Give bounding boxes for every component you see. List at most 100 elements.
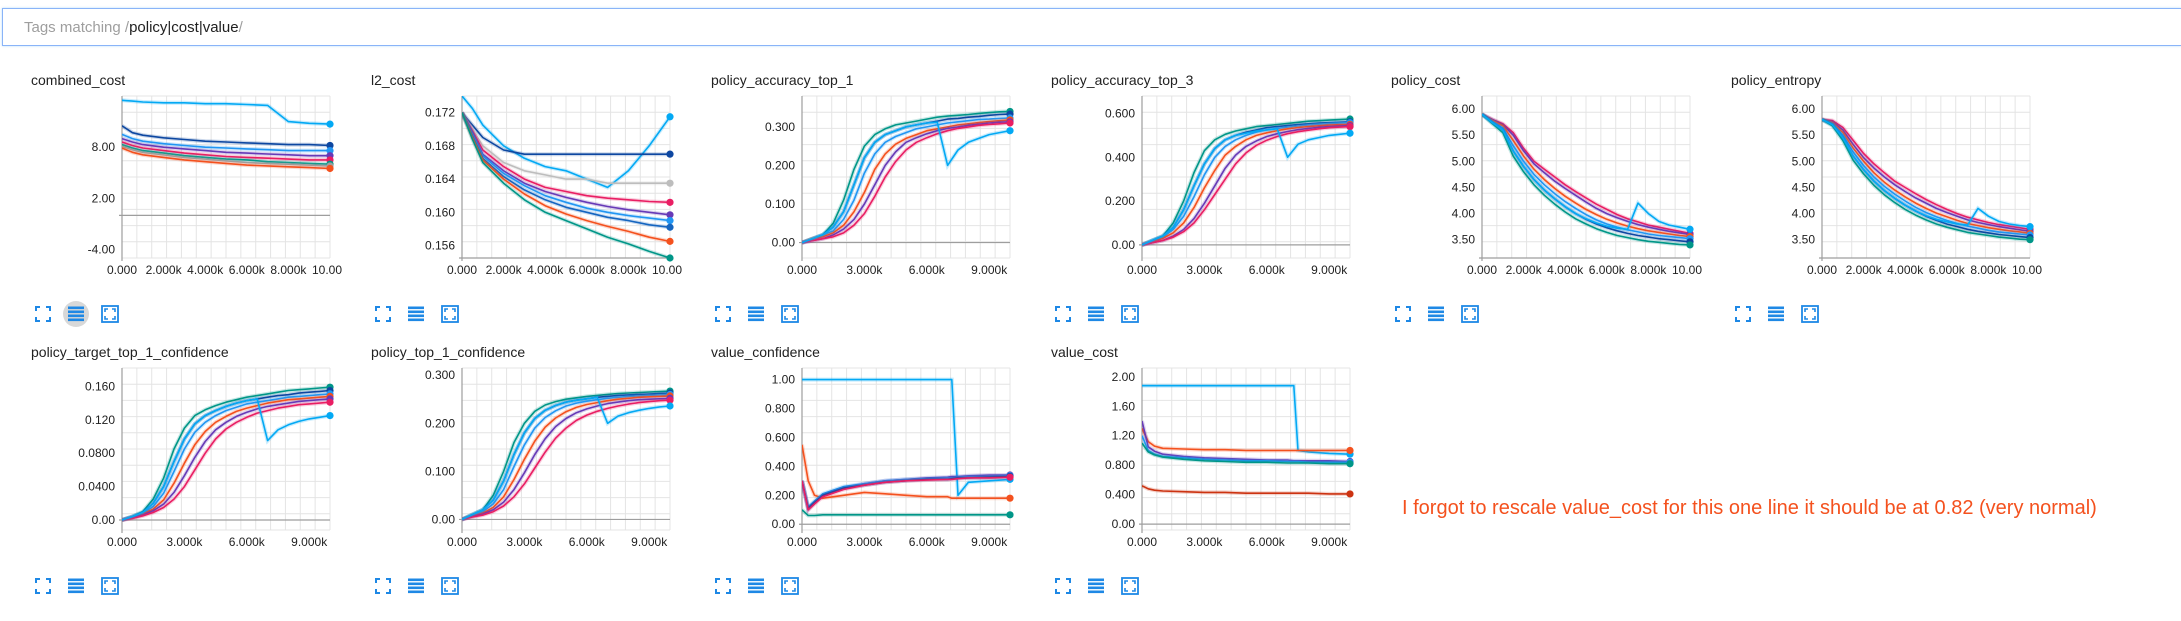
expand-chart-button[interactable] — [1117, 573, 1143, 599]
series-line[interactable] — [802, 121, 1010, 244]
series-end-point[interactable] — [326, 398, 334, 406]
series-line[interactable] — [1822, 118, 2030, 228]
series-line[interactable] — [462, 112, 670, 222]
series-end-point[interactable] — [1006, 494, 1014, 502]
series-end-point[interactable] — [326, 141, 334, 150]
series-end-point[interactable] — [1346, 460, 1354, 468]
series-end-point[interactable] — [666, 223, 674, 231]
expand-chart-button[interactable] — [97, 573, 123, 599]
fit-to-domain-button[interactable] — [30, 301, 56, 327]
expand-chart-button[interactable] — [97, 301, 123, 327]
log-scale-button[interactable] — [1763, 301, 1789, 327]
series-line[interactable] — [1822, 118, 2030, 236]
series-line[interactable] — [1482, 113, 1690, 238]
series-line[interactable] — [462, 112, 670, 258]
series-line[interactable] — [122, 125, 330, 147]
series-end-point[interactable] — [666, 217, 674, 225]
log-scale-button[interactable] — [743, 573, 769, 599]
fit-to-domain-button[interactable] — [30, 573, 56, 599]
series-line[interactable] — [1822, 118, 2030, 231]
log-scale-button[interactable] — [1083, 573, 1109, 599]
expand-chart-button[interactable] — [1457, 301, 1483, 327]
series-line[interactable] — [802, 509, 1010, 517]
series-end-point[interactable] — [1006, 511, 1014, 519]
series-line[interactable] — [462, 396, 670, 521]
series-line[interactable] — [1482, 113, 1690, 246]
series-line[interactable] — [1482, 113, 1690, 240]
log-scale-button[interactable] — [403, 301, 429, 327]
fit-to-domain-button[interactable] — [1730, 301, 1756, 327]
series-line[interactable] — [1142, 125, 1350, 246]
series-line[interactable] — [462, 112, 670, 243]
series-line[interactable] — [1822, 118, 2030, 241]
series-line[interactable] — [1142, 485, 1350, 495]
series-line[interactable] — [462, 395, 670, 521]
expand-chart-button[interactable] — [1117, 301, 1143, 327]
series-line[interactable] — [1142, 118, 1350, 246]
fit-to-domain-button[interactable] — [370, 301, 396, 327]
series-line[interactable] — [122, 395, 330, 521]
log-scale-button[interactable] — [743, 301, 769, 327]
series-line[interactable] — [462, 112, 670, 155]
series-end-point[interactable] — [326, 146, 334, 155]
series-line[interactable] — [122, 398, 330, 521]
series-end-point[interactable] — [666, 150, 674, 158]
fit-to-domain-button[interactable] — [710, 301, 736, 327]
series-line[interactable] — [802, 444, 1010, 499]
series-line[interactable] — [462, 96, 670, 189]
series-line[interactable] — [462, 390, 670, 521]
series-end-point[interactable] — [666, 211, 674, 219]
series-line[interactable] — [1482, 113, 1690, 235]
log-scale-button[interactable] — [1423, 301, 1449, 327]
series-end-point[interactable] — [326, 120, 334, 128]
series-end-point[interactable] — [1006, 473, 1014, 481]
series-line[interactable] — [802, 122, 1010, 244]
fit-to-domain-button[interactable] — [710, 573, 736, 599]
series-line[interactable] — [1482, 113, 1690, 231]
series-line[interactable] — [122, 133, 330, 152]
series-end-point[interactable] — [666, 254, 674, 262]
series-line[interactable] — [802, 378, 1010, 497]
fit-to-domain-button[interactable] — [1390, 301, 1416, 327]
series-end-point[interactable] — [1346, 490, 1354, 498]
series-line[interactable] — [1142, 442, 1350, 465]
series-line[interactable] — [802, 119, 1010, 244]
series-end-point[interactable] — [666, 237, 674, 245]
series-end-point[interactable] — [666, 113, 674, 121]
series-end-point[interactable] — [666, 198, 674, 206]
series-line[interactable] — [1822, 118, 2030, 233]
series-line[interactable] — [462, 397, 670, 521]
series-end-point[interactable] — [666, 179, 674, 187]
series-line[interactable] — [122, 141, 330, 161]
expand-chart-button[interactable] — [437, 573, 463, 599]
series-line[interactable] — [1142, 121, 1350, 246]
expand-chart-button[interactable] — [437, 301, 463, 327]
series-line[interactable] — [462, 112, 670, 184]
series-line[interactable] — [122, 143, 330, 165]
series-end-point[interactable] — [1006, 127, 1014, 135]
fit-to-domain-button[interactable] — [370, 573, 396, 599]
series-line[interactable] — [122, 99, 330, 125]
fit-to-domain-button[interactable] — [1050, 301, 1076, 327]
series-end-point[interactable] — [326, 164, 334, 173]
log-scale-button[interactable] — [1083, 301, 1109, 327]
series-line[interactable] — [1142, 420, 1350, 463]
series-line[interactable] — [122, 393, 330, 521]
series-line[interactable] — [1142, 428, 1350, 452]
series-end-point[interactable] — [1006, 119, 1014, 127]
series-line[interactable] — [1142, 123, 1350, 246]
series-line[interactable] — [462, 393, 670, 521]
series-line[interactable] — [122, 147, 330, 170]
series-line[interactable] — [1822, 118, 2030, 235]
series-end-point[interactable] — [1686, 225, 1694, 233]
series-end-point[interactable] — [1686, 241, 1694, 249]
series-line[interactable] — [1482, 113, 1690, 236]
series-line[interactable] — [122, 137, 330, 157]
series-end-point[interactable] — [2026, 236, 2034, 244]
series-end-point[interactable] — [666, 402, 674, 410]
series-line[interactable] — [122, 386, 330, 521]
series-line[interactable] — [1142, 124, 1350, 246]
series-end-point[interactable] — [2026, 223, 2034, 231]
series-line[interactable] — [1142, 384, 1350, 455]
log-scale-button[interactable] — [63, 573, 89, 599]
